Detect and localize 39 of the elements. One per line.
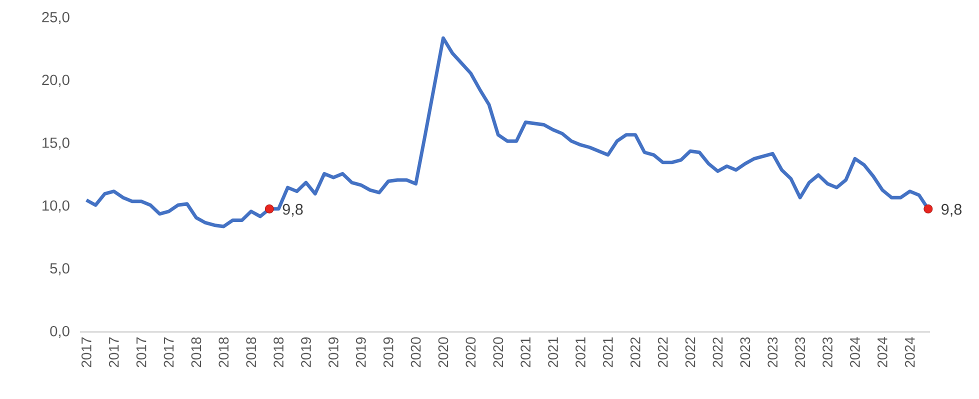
x-tick-label: 2023 [768,337,778,368]
x-tick-label: 2023 [795,337,806,368]
y-tick-label: 15,0 [42,138,70,150]
x-tick-label: 2018 [191,337,202,368]
y-tick-label: 10,0 [42,200,70,212]
y-tick-label: 20,0 [42,74,70,87]
x-tick-label: 2020 [410,337,421,368]
x-tick-label: 2019 [328,337,338,368]
x-tick-label: 2022 [658,337,668,368]
x-tick-label: 2017 [136,337,146,368]
x-tick-label: 2021 [548,337,558,368]
x-tick-label: 2022 [630,337,640,368]
x-tick-label: 2021 [576,337,586,368]
data-label: 9,8 [282,204,303,217]
x-tick-label: 2018 [218,337,229,368]
x-tick-label: 2022 [712,337,723,368]
x-tick-label: 2019 [356,337,366,368]
x-tick-label: 2018 [246,337,256,368]
x-tick-label: 2017 [81,337,92,368]
x-tick-label: 2022 [685,337,696,368]
x-tick-label: 2024 [850,337,860,368]
x-tick-label: 2019 [301,337,311,368]
x-tick-label: 2023 [740,337,750,368]
y-tick-label: 5,0 [50,263,70,276]
x-tick-label: 2021 [602,337,613,368]
y-tick-label: 0,0 [50,326,70,338]
x-tick-label: 2021 [520,337,531,368]
x-tick-label: 2020 [466,337,476,368]
x-tick-label: 2018 [274,337,284,368]
x-tick-label: 2023 [822,337,832,368]
y-tick-label: 25,0 [42,12,70,24]
x-tick-label: 2017 [164,337,174,368]
data-label: 9,8 [942,204,962,217]
x-tick-label: 2020 [438,337,448,368]
x-tick-label: 2024 [877,337,888,368]
x-tick-label: 2020 [493,337,504,368]
x-tick-label: 2024 [904,337,915,368]
x-tick-label: 2019 [383,337,394,368]
x-tick-label: 2017 [108,337,119,368]
